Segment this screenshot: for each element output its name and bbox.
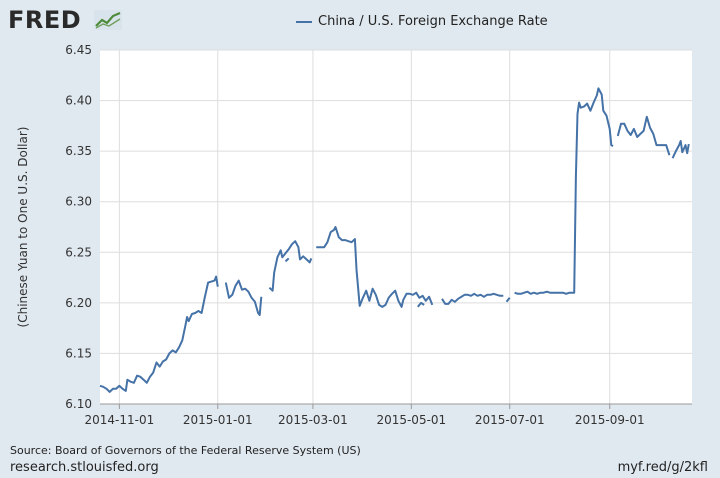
y-axis: 6.10 6.15 6.20 6.25 6.30 6.35 6.40 6.45: [65, 43, 92, 411]
series-line-segment: [671, 140, 690, 159]
y-tick-label: 6.30: [65, 195, 92, 209]
x-tick-label: 2014-11-01: [84, 413, 154, 427]
x-tick-label: 2015-03-01: [278, 413, 348, 427]
series-line-segment: [505, 297, 511, 303]
y-axis-label: (Chinese Yuan to One U.S. Dollar): [16, 127, 30, 328]
series-line-segment: [616, 115, 671, 156]
series-line-segment: [268, 240, 313, 292]
x-tick-label: 2015-01-01: [183, 413, 253, 427]
series-line-segment: [224, 279, 263, 316]
series-line-segment: [514, 87, 614, 295]
x-axis: 2014-11-01 2015-01-01 2015-03-01 2015-05-01…: [84, 403, 692, 427]
short-link[interactable]: myf.red/g/2kfl: [617, 460, 708, 475]
series-line-segment: [417, 301, 425, 308]
y-tick-label: 6.10: [65, 397, 92, 411]
site-url[interactable]: research.stlouisfed.org: [10, 460, 159, 475]
plot-area: [100, 50, 692, 404]
series-line-segment: [316, 226, 434, 308]
source-note: Source: Board of Governors of the Federa…: [10, 444, 361, 457]
x-tick-label: 2015-05-01: [376, 413, 446, 427]
y-tick-label: 6.15: [65, 346, 92, 360]
y-tick-label: 6.25: [65, 245, 92, 259]
series-line-segment: [441, 292, 504, 305]
x-tick-label: 2015-07-01: [475, 413, 545, 427]
legend-series-name: China / U.S. Foreign Exchange Rate: [318, 14, 548, 29]
x-tick-label: 2015-09-01: [575, 413, 645, 427]
series-line-segment: [284, 257, 290, 263]
y-tick-label: 6.40: [65, 94, 92, 108]
series-line-segment: [99, 275, 219, 393]
series-lines: [99, 87, 690, 393]
fred-logo: FRED: [8, 6, 82, 34]
y-tick-label: 6.45: [65, 43, 92, 57]
fred-logo-graph-icon: [94, 10, 122, 30]
y-tick-label: 6.35: [65, 144, 92, 158]
legend-swatch: [296, 20, 312, 23]
chart-legend: China / U.S. Foreign Exchange Rate: [296, 14, 548, 29]
y-tick-label: 6.20: [65, 296, 92, 310]
